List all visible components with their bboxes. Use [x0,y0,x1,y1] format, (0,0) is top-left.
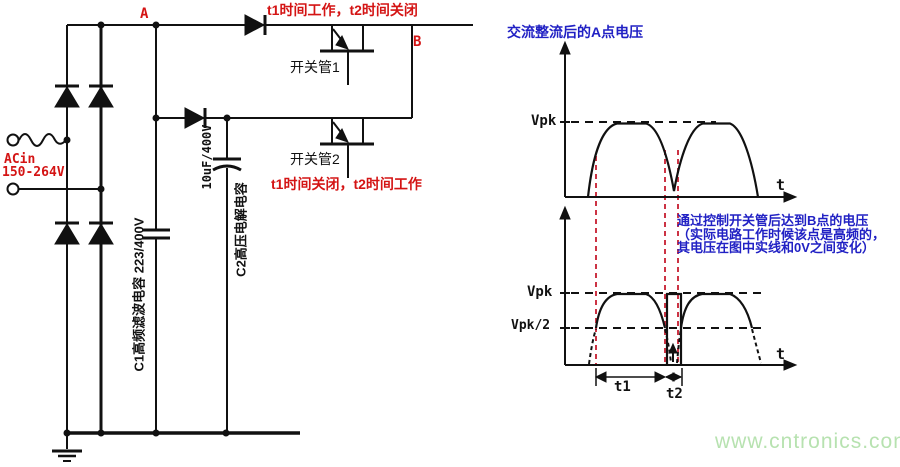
vpk-label-bottom: Vpk [527,284,553,300]
capacitor-c2-icon [212,157,242,172]
c2-capacitor-label: C2高压电解电容 [233,182,249,277]
time-axis-label-bottom: t [776,345,786,363]
plot-bottom-waveform-dashed [588,328,762,365]
diode-icon [54,86,80,108]
switch2-caption: 开关管2 [290,151,340,167]
t2-label: t2 [666,386,683,402]
switch1-timing-note: t1时间工作，t2时间关闭 [267,2,418,18]
b-point-annotation: 通过控制开关管后达到B点的电压 （实际电路工作时候该点是高频的， 其电压在图中实… [677,214,891,255]
switch-tube-1-icon [320,25,374,85]
ac-input-label: ACin [4,152,36,167]
c1-capacitor-label: C1高频滤波电容 223/400V [131,217,147,372]
node-b-label: B [413,34,422,50]
ac-terminal-neutral-icon [6,182,20,196]
c2-value-label: 10uF/400V [200,124,214,190]
t1-label: t1 [614,379,631,395]
plot-top-waveform [586,122,760,198]
plot-top-title: 交流整流后的A点电压 [507,24,644,40]
plot-bottom-axes [559,205,798,371]
diode-icon [54,223,80,245]
vpk-label-top: Vpk [531,113,557,129]
annotation-line: 通过控制开关管后达到B点的电压 [677,213,869,228]
ac-input-terminals [6,133,20,196]
ac-terminal-live-icon [6,133,20,147]
vpk-half-label: Vpk/2 [511,318,551,333]
node-a-label: A [140,6,149,22]
top-rail-diode-icon [244,14,266,36]
series-diodes [184,14,267,129]
plot-bottom-waveform-solid [594,292,754,365]
plot-top-axes [559,40,798,203]
time-axis-label-top: t [776,176,786,194]
t1-interval-marker [594,368,667,386]
capacitor-c1-icon [142,228,170,240]
switch-tube-2-icon [320,118,374,178]
t2-interval-marker [664,368,683,386]
diode-icon [88,86,114,108]
switch1-caption: 开关管1 [290,59,340,75]
fuse-squiggle [18,133,67,147]
ac-input-range-label: 150-264V [2,165,65,180]
ground-icon [52,433,82,462]
pulse-up-arrow-icon [668,342,678,362]
mid-rail-diode-icon [184,107,206,129]
diode-icon [88,223,114,245]
junction-dots [63,21,231,437]
switch2-timing-note: t1时间关闭，t2时间工作 [271,176,422,192]
watermark: www.cntronics.com [715,430,900,453]
bridge-rectifier [54,84,114,245]
annotation-line: （实际电路工作时候该点是高频的， [677,226,886,242]
annotation-line: 其电压在图中实线和0V之间变化） [677,240,875,255]
